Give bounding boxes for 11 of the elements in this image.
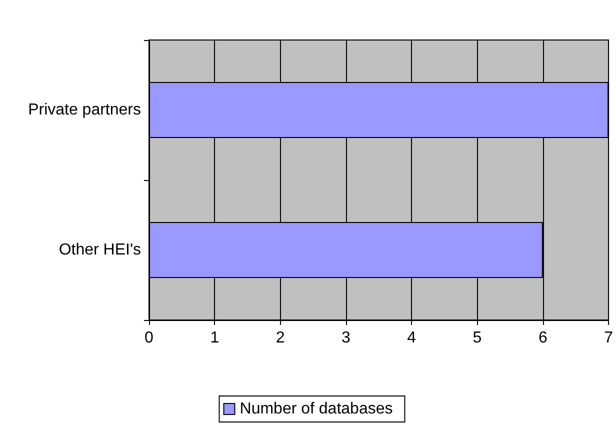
x-tick-label: 2 xyxy=(276,330,285,346)
x-tick-label: 1 xyxy=(210,330,220,346)
x-tick-label: 5 xyxy=(472,330,482,346)
legend-label: Number of databases xyxy=(240,400,393,418)
x-tick-label: 6 xyxy=(538,330,548,346)
x-tick-label: 0 xyxy=(144,330,154,346)
y-tick-label: Private partners xyxy=(28,102,141,118)
y-tick-label: Other HEI's xyxy=(58,242,141,258)
x-tick-label: 3 xyxy=(341,330,350,346)
x-tick-label: 7 xyxy=(604,330,614,346)
x-tick-label: 4 xyxy=(407,330,416,346)
